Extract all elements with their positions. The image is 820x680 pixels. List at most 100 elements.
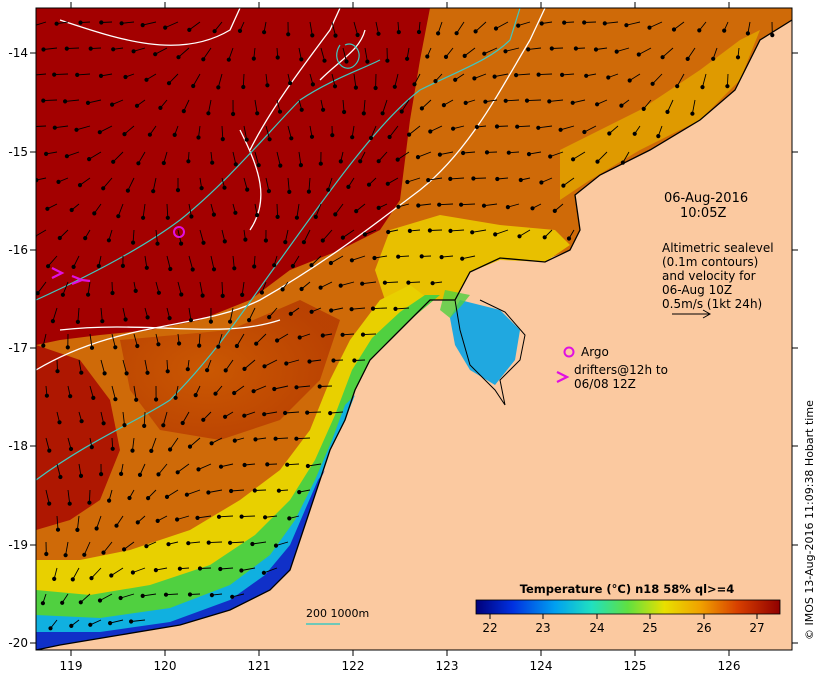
velocity-arrow <box>83 541 91 555</box>
velocity-arrow-head <box>448 228 453 233</box>
velocity-arrow <box>77 307 80 322</box>
velocity-arrow-head <box>55 527 61 532</box>
velocity-arrow-head <box>119 471 124 476</box>
velocity-arrow <box>192 73 201 87</box>
velocity-arrow-head <box>349 307 354 312</box>
velocity-arrow-head <box>280 287 285 292</box>
sst-field <box>36 8 792 650</box>
velocity-arrow-head <box>372 255 377 261</box>
velocity-arrow-head <box>83 236 88 241</box>
velocity-arrow-head <box>36 291 40 296</box>
velocity-arrow-head <box>168 266 173 272</box>
velocity-arrow-head <box>405 56 410 61</box>
velocity-arrow <box>138 151 146 164</box>
velocity-arrow <box>217 333 223 347</box>
velocity-arrow-head <box>283 410 288 416</box>
velocity-arrow <box>162 411 168 426</box>
velocity-arrow <box>572 99 586 104</box>
velocity-arrow-head <box>187 27 192 32</box>
velocity-arrow-head <box>234 343 239 349</box>
velocity-arrow-head <box>122 547 127 552</box>
colorbar-tick: 25 <box>642 621 657 635</box>
velocity-arrow-head <box>100 319 105 324</box>
velocity-arrow <box>62 281 69 295</box>
lon-tick-label: 119 <box>60 659 83 673</box>
velocity-arrow <box>117 203 124 217</box>
velocity-arrow-head <box>310 82 315 87</box>
velocity-arrow-head <box>135 520 140 525</box>
velocity-arrow-head <box>665 109 670 115</box>
velocity-arrow <box>56 515 59 530</box>
velocity-arrow <box>218 515 234 518</box>
velocity-arrow <box>296 385 311 388</box>
velocity-arrow <box>638 47 652 55</box>
velocity-arrow-head <box>44 551 49 557</box>
velocity-arrow <box>158 463 168 475</box>
velocity-arrow-head <box>437 152 442 157</box>
lat-tick-label: -16 <box>8 243 28 257</box>
velocity-arrow-head <box>110 446 115 451</box>
velocity-arrow <box>199 229 204 243</box>
velocity-arrow-head <box>75 319 81 324</box>
velocity-arrow-head <box>187 592 193 597</box>
velocity-arrow <box>120 593 135 599</box>
velocity-arrow <box>52 307 58 322</box>
velocity-arrow-head <box>232 390 237 396</box>
velocity-arrow-head <box>212 29 217 34</box>
velocity-arrow <box>72 567 80 580</box>
velocity-arrow-head <box>156 472 161 477</box>
velocity-arrow <box>263 567 278 574</box>
velocity-arrow-head <box>88 622 93 627</box>
velocity-arrow-head <box>284 361 289 366</box>
velocity-arrow-head <box>127 495 132 501</box>
velocity-arrow <box>397 151 410 160</box>
velocity-arrow-head <box>722 28 727 33</box>
velocity-arrow <box>456 21 465 34</box>
velocity-arrow-head <box>58 474 63 480</box>
velocity-arrow-head <box>36 125 37 128</box>
velocity-arrow-head <box>44 151 49 156</box>
velocity-arrow-head <box>70 577 75 582</box>
velocity-arrow <box>322 229 333 241</box>
velocity-arrow <box>199 281 204 296</box>
velocity-arrow-head <box>131 49 136 54</box>
velocity-arrow-head <box>332 84 338 89</box>
velocity-arrow <box>264 411 278 415</box>
velocity-arrow-head <box>41 343 46 348</box>
velocity-arrow <box>626 21 641 26</box>
argo-legend-icon <box>563 346 575 358</box>
velocity-arrow <box>597 151 608 162</box>
velocity-arrow-head <box>483 99 488 104</box>
velocity-arrow-head <box>561 183 566 188</box>
velocity-arrow-head <box>131 240 136 245</box>
velocity-arrow <box>165 21 179 29</box>
velocity-arrow-head <box>518 177 523 183</box>
velocity-arrow-head <box>233 210 238 215</box>
velocity-arrow <box>265 125 271 140</box>
velocity-arrow-head <box>305 463 310 469</box>
velocity-arrow <box>88 151 102 160</box>
velocity-arrow-head <box>310 33 315 38</box>
velocity-arrow <box>248 307 256 321</box>
velocity-arrow <box>87 281 91 295</box>
velocity-arrow-head <box>82 552 87 557</box>
velocity-arrow-head <box>443 54 449 60</box>
velocity-arrow <box>254 151 260 166</box>
velocity-arrow-head <box>517 234 522 239</box>
velocity-arrow <box>334 203 344 215</box>
velocity-arrow-head <box>125 188 131 193</box>
velocity-arrow-head <box>317 384 322 389</box>
velocity-arrow-head <box>460 256 465 261</box>
velocity-arrow-head <box>602 21 607 26</box>
velocity-arrow <box>36 21 47 26</box>
velocity-arrow-head <box>151 189 156 194</box>
ocean-red-2 <box>36 345 120 530</box>
velocity-arrow <box>37 281 47 294</box>
velocity-arrow-head <box>256 163 261 168</box>
velocity-arrow-head <box>89 576 94 581</box>
velocity-arrow-head <box>366 182 372 187</box>
velocity-arrow-head <box>239 568 244 573</box>
velocity-arrow-head <box>40 601 46 606</box>
ocean-red <box>36 8 430 345</box>
lon-tick-label: 125 <box>624 659 647 673</box>
